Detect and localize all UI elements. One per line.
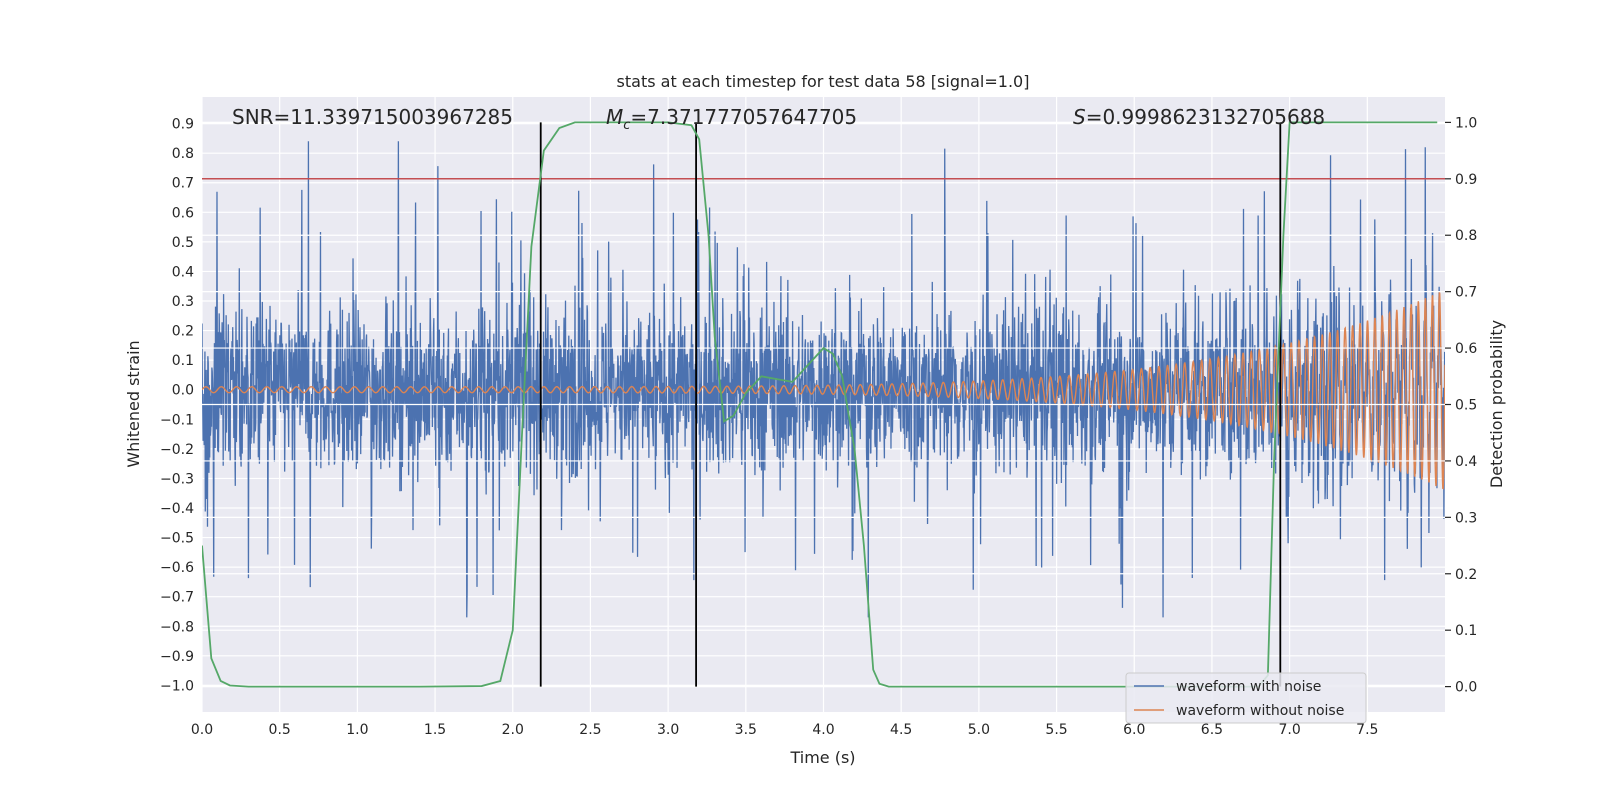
x-tick-label: 7.0 — [1278, 722, 1300, 738]
legend-label-noise: waveform with noise — [1176, 679, 1321, 695]
x-tick-label: 0.5 — [269, 722, 291, 738]
y-tick-label: −1.0 — [160, 678, 194, 694]
x-tick-label: 5.5 — [1045, 722, 1067, 738]
legend-label-clean: waveform without noise — [1176, 703, 1344, 719]
s-annotation: S=0.9998623132705688 — [1073, 105, 1325, 129]
y2-tick-label: 0.7 — [1455, 285, 1477, 301]
y-tick-label: 0.3 — [172, 294, 194, 310]
secondary-gridlines — [202, 121, 1445, 688]
legend-box — [1125, 672, 1367, 724]
y-tick-label: −0.3 — [160, 471, 194, 487]
y-tick-label: 0.9 — [172, 117, 194, 133]
y-tick-label: −0.4 — [160, 501, 194, 517]
x-tick-label: 4.0 — [812, 722, 834, 738]
y-axis-label: Whitened strain — [124, 340, 143, 467]
y-tick-label: 0.0 — [172, 383, 194, 399]
y2-tick-label: 0.0 — [1455, 680, 1477, 696]
y-tick-label: 0.1 — [172, 353, 194, 369]
x-tick-label: 3.5 — [735, 722, 757, 738]
x-tick-label: 0.0 — [191, 722, 213, 738]
y2-tick-label: 0.3 — [1455, 510, 1477, 526]
x-tick-label: 2.0 — [502, 722, 524, 738]
x-tick-label: 2.5 — [579, 722, 601, 738]
x-tick-label: 6.0 — [1123, 722, 1145, 738]
x-tick-label: 5.0 — [968, 722, 990, 738]
y-tick-label: −0.5 — [160, 531, 194, 547]
y2-tick-label: 0.9 — [1455, 172, 1477, 188]
x-tick-label: 6.5 — [1201, 722, 1223, 738]
snr-annotation: SNR=11.339715003967285 — [232, 105, 513, 129]
y-tick-label: 0.7 — [172, 176, 194, 192]
x-tick-label: 1.0 — [346, 722, 368, 738]
legend: waveform with noise waveform without noi… — [1125, 672, 1367, 724]
x-axis-label: Time (s) — [789, 748, 855, 767]
event-markers — [539, 122, 1282, 687]
y-tick-label: 0.5 — [172, 235, 194, 251]
chart-title: stats at each timestep for test data 58 … — [617, 72, 1030, 91]
x-tick-label: 7.5 — [1356, 722, 1378, 738]
y2-tick-label: 0.6 — [1455, 341, 1477, 357]
x-tick-label: 4.5 — [890, 722, 912, 738]
chirp-mass-annotation: Mc=7.371777057647705 — [606, 105, 857, 133]
y2-tick-label: 0.4 — [1455, 454, 1477, 470]
y2-tick-label: 1.0 — [1455, 115, 1477, 131]
y2-axis-ticks: 1.0 0.9 0.8 0.7 0.6 0.5 0.4 0.3 0.2 0.1 0.0 — [1445, 115, 1477, 696]
y-tick-label: −0.8 — [160, 619, 194, 635]
series-waveform-without-noise — [202, 291, 1445, 490]
y-tick-label: 0.2 — [172, 324, 194, 340]
x-tick-label: 1.5 — [424, 722, 446, 738]
y-tick-label: 0.4 — [172, 264, 194, 280]
y2-tick-label: 0.2 — [1455, 567, 1477, 583]
y2-tick-label: 0.1 — [1455, 623, 1477, 639]
y2-axis-label: Detection probability — [1487, 320, 1506, 488]
y-tick-label: −0.1 — [160, 412, 194, 428]
y-tick-label: 0.6 — [172, 205, 194, 221]
y-tick-label: 0.8 — [172, 146, 194, 162]
clean-trace — [202, 291, 1445, 490]
x-axis-ticks: 0.0 0.5 1.0 1.5 2.0 2.5 3.0 3.5 4.0 4.5 5.0 5.5 6.0 6… — [191, 722, 1379, 738]
y-tick-label: −0.9 — [160, 649, 194, 665]
y-tick-label: −0.7 — [160, 590, 194, 606]
y-tick-label: −0.6 — [160, 560, 194, 576]
y-tick-label: −0.2 — [160, 442, 194, 458]
y2-tick-label: 0.5 — [1455, 398, 1477, 414]
y2-tick-label: 0.8 — [1455, 228, 1477, 244]
y-axis-ticks: 0.9 0.8 0.7 0.6 0.5 0.4 0.3 0.2 0.1 0.0 −0.1 −0.2 −0… — [160, 117, 194, 695]
x-tick-label: 3.0 — [657, 722, 679, 738]
